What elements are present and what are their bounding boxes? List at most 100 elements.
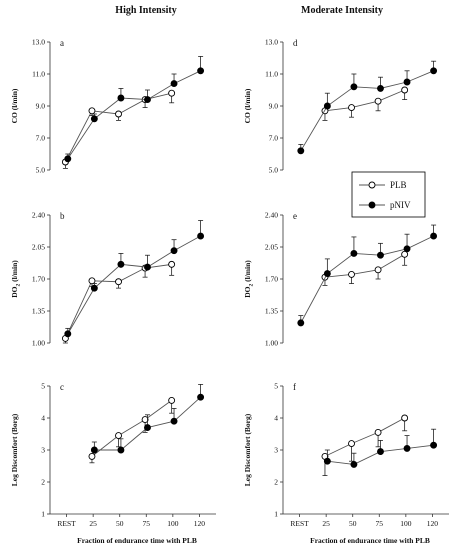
- y-tick-label: 9.0: [269, 102, 279, 111]
- x-tick-label: 50: [116, 519, 124, 528]
- y-tick-label: 3: [41, 446, 45, 455]
- y-tick-label: 2: [274, 478, 278, 487]
- y-tick-label: 5.0: [269, 166, 279, 175]
- x-tick-label: REST: [290, 519, 309, 528]
- panel-label: e: [293, 211, 297, 221]
- data-point: [168, 396, 176, 404]
- data-point: [64, 155, 72, 163]
- panel-b: 1.00 1.35 1.70 2.05 2.40 DO2 (l/min) b: [10, 211, 205, 348]
- series-pniv: [90, 383, 205, 454]
- panel-e: 1.00 1.35 1.70 2.05 2.40 DO2 (l/min) e: [243, 211, 438, 348]
- data-point: [377, 448, 384, 456]
- data-point: [403, 245, 411, 253]
- y-tick-label: 13.0: [265, 38, 278, 47]
- data-point: [117, 94, 125, 102]
- series-line: [65, 92, 172, 163]
- x-tick-label: 25: [322, 519, 330, 528]
- data-point: [323, 270, 331, 277]
- panel-label: f: [293, 382, 296, 392]
- data-point: [168, 260, 176, 268]
- data-point: [348, 440, 355, 448]
- series-plb: [321, 86, 409, 121]
- panel-label: a: [60, 38, 64, 48]
- data-point: [168, 89, 176, 97]
- x-tick-label: 25: [89, 519, 97, 528]
- data-point: [90, 284, 98, 292]
- series-plb: [61, 260, 176, 344]
- data-point: [197, 232, 205, 240]
- panel-f: 1 2 3 4 5 REST 25 50 75 100 120 Fraction of enduran…: [243, 382, 449, 545]
- y-tick-label: 2.40: [265, 211, 278, 220]
- data-point: [144, 424, 151, 432]
- panel-d: 5.0 7.0 9.0 11.0 13.0 CO (l/min) d: [243, 38, 438, 175]
- y-tick-label: 2.05: [32, 243, 45, 252]
- legend: PLB pNIV: [351, 171, 426, 218]
- y-axis-title: DO2 (l/min): [10, 260, 22, 298]
- series-line: [64, 263, 172, 339]
- data-point: [88, 107, 96, 115]
- x-tick-label: 75: [143, 519, 151, 528]
- data-point: [430, 441, 438, 449]
- data-point: [88, 452, 96, 460]
- series-line: [324, 417, 405, 457]
- x-axis-title: Fraction of endurance time with PLB: [77, 536, 197, 545]
- data-point: [348, 270, 355, 278]
- x-tick-label: 75: [376, 519, 384, 528]
- x-tick-label: 50: [349, 519, 357, 528]
- series-plb: [88, 396, 176, 464]
- data-point: [197, 67, 205, 75]
- legend-box: [351, 171, 426, 218]
- panel-c: 1 2 3 4 5 REST 25 50 75 100 120 Fraction of enduran…: [10, 382, 216, 545]
- data-point: [350, 83, 358, 91]
- series-pniv: [64, 220, 205, 338]
- data-point: [297, 319, 305, 327]
- data-point: [90, 115, 98, 123]
- y-tick-label: 7.0: [36, 134, 46, 143]
- data-point: [350, 460, 358, 468]
- data-point: [401, 414, 409, 422]
- y-tick-label: 1.35: [265, 307, 278, 316]
- data-point: [377, 251, 384, 259]
- y-tick-label: 5.0: [36, 166, 46, 175]
- y-tick-label: 4: [41, 414, 45, 423]
- series-pniv: [297, 60, 438, 155]
- data-point: [374, 428, 382, 436]
- y-tick-label: 11.0: [32, 70, 45, 79]
- panel-a: 5.0 7.0 9.0 11.0 13.0 CO (l/min) a: [10, 38, 205, 175]
- data-point: [144, 263, 151, 271]
- data-point: [115, 278, 122, 286]
- y-tick-label: 5: [274, 382, 278, 391]
- column-title-high: High Intensity: [115, 5, 176, 16]
- legend-marker: [368, 181, 376, 189]
- y-axis-title: CO (l/min): [10, 88, 19, 123]
- y-axis-title: Leg Discomfort (Borg): [243, 413, 252, 486]
- y-tick-label: 5: [41, 382, 45, 391]
- data-point: [170, 247, 178, 255]
- data-point: [377, 84, 384, 92]
- panel-label: c: [60, 382, 64, 392]
- data-point: [88, 277, 96, 285]
- y-tick-label: 9.0: [36, 102, 46, 111]
- data-point: [197, 393, 205, 401]
- y-axis-title: Leg Discomfort (Borg): [10, 413, 19, 486]
- y-tick-label: 2.40: [32, 211, 45, 220]
- column-title-moderate: Moderate Intensity: [301, 5, 383, 16]
- y-tick-label: 1: [41, 510, 45, 519]
- y-tick-label: 13.0: [32, 38, 45, 47]
- data-point: [90, 446, 98, 454]
- data-point: [323, 457, 331, 465]
- panel-label: d: [293, 38, 298, 48]
- y-tick-label: 1: [274, 510, 278, 519]
- data-point: [374, 97, 382, 105]
- data-point: [117, 446, 125, 454]
- x-tick-label: 100: [400, 519, 412, 528]
- y-tick-label: 2.05: [265, 243, 278, 252]
- legend-label: PLB: [390, 180, 407, 190]
- x-tick-label: 120: [427, 519, 439, 528]
- series-line: [300, 235, 434, 324]
- y-tick-label: 1.35: [32, 307, 45, 316]
- series-line: [324, 89, 405, 112]
- data-point: [401, 86, 409, 94]
- series-pniv: [323, 428, 438, 468]
- series-pniv: [297, 224, 438, 327]
